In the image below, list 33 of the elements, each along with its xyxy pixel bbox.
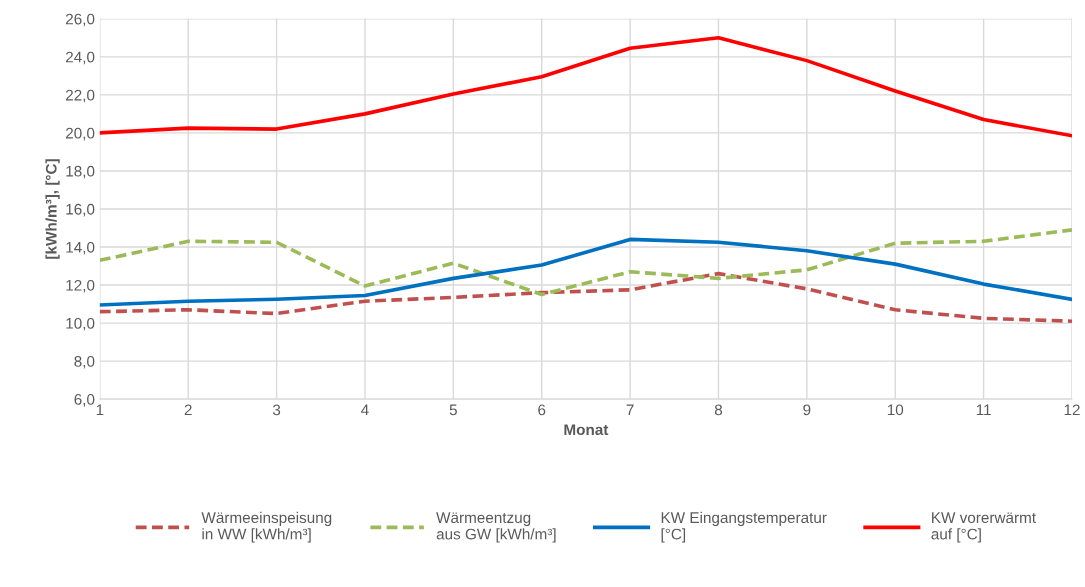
legend-label: KW Eingangstemperatur [°C] xyxy=(661,511,827,543)
y-tick-label: 26,0 xyxy=(66,13,95,27)
x-tick-label: 1 xyxy=(96,404,104,416)
legend-label: KW vorerwärmt auf [°C] xyxy=(931,512,1036,543)
x-tick-label: 10 xyxy=(887,404,904,416)
y-tick-label: 10,0 xyxy=(66,317,95,331)
line-series xyxy=(99,237,1072,307)
x-tick-label: 8 xyxy=(714,404,723,416)
x-tick-label: 2 xyxy=(184,404,192,416)
line-series xyxy=(99,228,1072,297)
y-tick-label: 16,0 xyxy=(66,203,95,217)
y-tick-label: 22,0 xyxy=(66,89,95,103)
y-tick-label: 14,0 xyxy=(66,241,95,255)
y-tick-label: 6,0 xyxy=(74,394,95,407)
y-tick-label: 8,0 xyxy=(74,355,95,369)
x-axis-title: Monat xyxy=(564,424,609,436)
legend-label: Wärmeentzug aus GW [kWh/m³] xyxy=(436,512,556,543)
x-tick-label: 7 xyxy=(626,404,634,416)
line-series xyxy=(99,35,1072,138)
x-tick-label: 12 xyxy=(1064,404,1080,416)
y-axis-title: [kWh/m³], [°C] xyxy=(45,159,60,259)
x-tick-label: 4 xyxy=(361,404,369,416)
y-tick-label: 20,0 xyxy=(66,127,95,141)
y-tick-label: 24,0 xyxy=(66,51,95,65)
y-tick-label: 12,0 xyxy=(66,279,95,293)
x-tick-label: 9 xyxy=(803,404,811,416)
x-tick-label: 6 xyxy=(538,404,546,416)
legend-label: Wärmeeinspeisung in WW [kWh/m³] xyxy=(201,511,332,543)
x-tick-label: 3 xyxy=(272,404,281,416)
y-tick-label: 18,0 xyxy=(66,165,95,179)
x-tick-label: 11 xyxy=(976,404,991,416)
line-series xyxy=(99,271,1072,323)
x-tick-label: 5 xyxy=(449,404,457,416)
